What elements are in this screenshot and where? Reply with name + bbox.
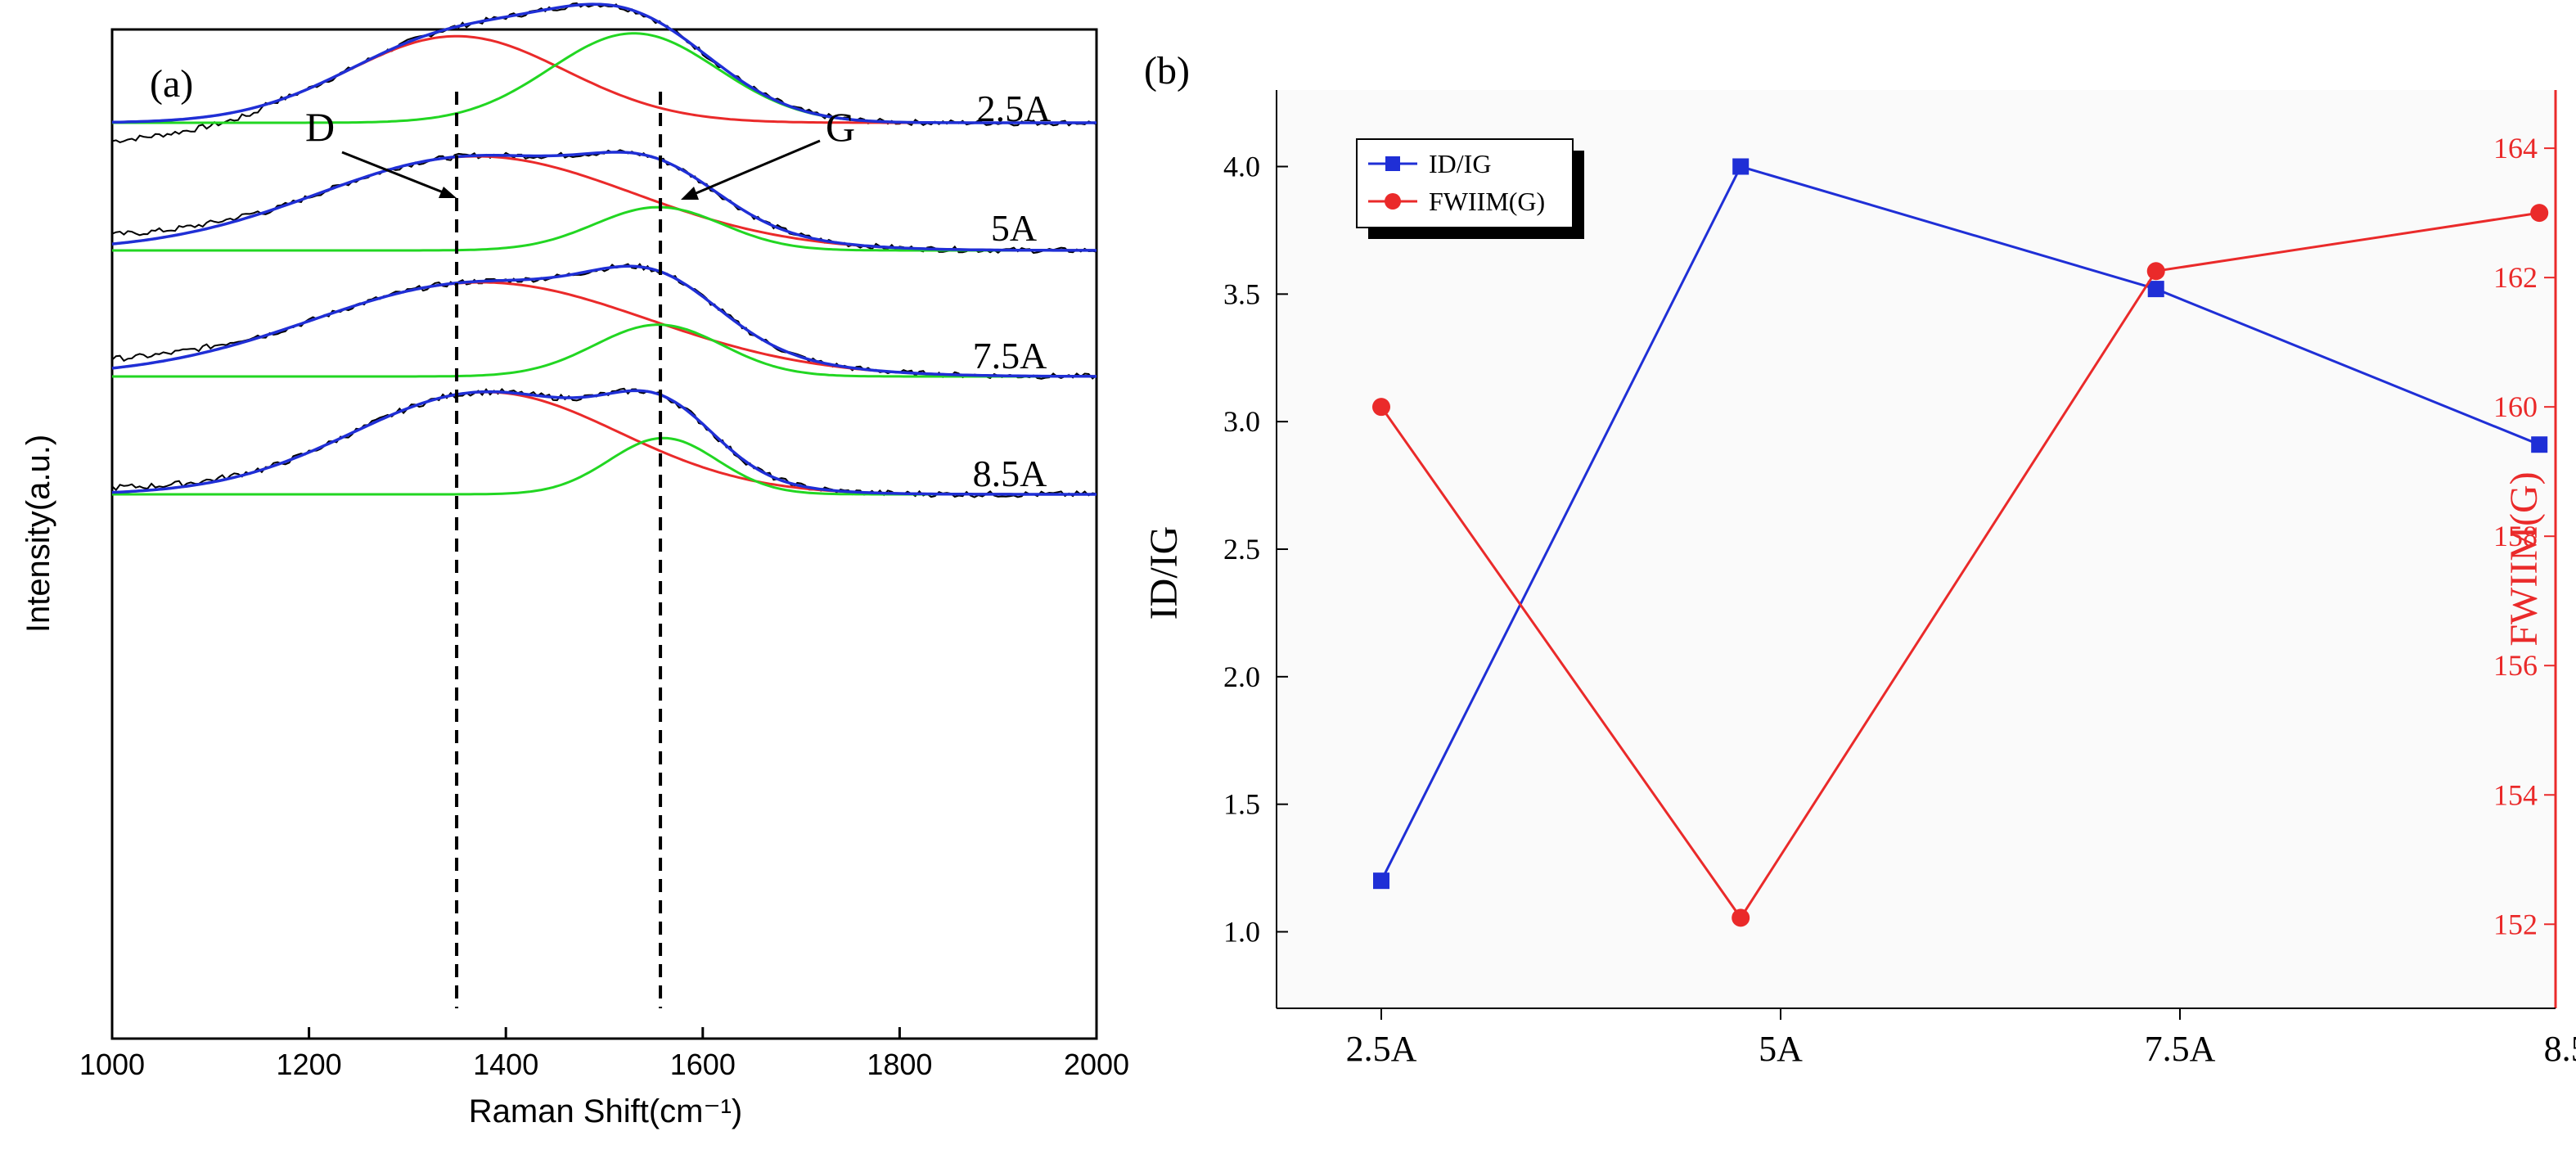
x-tick-label: 2.5A: [1346, 1029, 1417, 1069]
ratio-panel: 1.0 1.5 2.0 2.5 3.0 3.5 4.0 152 154 156 158 160 162 1…: [1142, 49, 2576, 1069]
raman-x-tick-label: 1200: [277, 1048, 342, 1081]
raman-x-ticks: 1000 1200 1400 1600 1800 2000: [79, 1027, 1129, 1081]
right-y-tick-label: 164: [2493, 132, 2538, 165]
raman-g-band-line: [112, 205, 1097, 252]
idig-series-line: [1380, 165, 2540, 881]
idig-data-point: [2147, 281, 2164, 298]
raman-plot-frame: [110, 28, 1098, 1040]
ratio-legend: ID/IG FWIIM(G): [1356, 138, 1584, 239]
fwiim-series-line: [1380, 211, 2540, 921]
left-y-axis-label: ID/IG: [1142, 526, 1186, 620]
fwiim-data-point: [1732, 908, 1750, 927]
raman-x-tick-label: 1800: [867, 1048, 932, 1081]
left-y-tick-label: 3.0: [1223, 405, 1260, 438]
left-y-tick-label: 3.5: [1223, 277, 1260, 310]
d-peak-arrow: [341, 151, 446, 195]
g-peak-label: G: [826, 104, 855, 150]
raman-x-tick-label: 1000: [79, 1048, 145, 1081]
ratio-panel-label: (b): [1144, 49, 1190, 92]
right-y-axis-label: FWIIM(G): [2502, 471, 2546, 646]
spectrum-label: 2.5A: [977, 88, 1052, 129]
raman-fit-line: [111, 2, 1097, 124]
raman-x-tick-label: 1400: [473, 1048, 538, 1081]
legend-marker-idig: [1385, 156, 1400, 171]
left-y-tick-label: 4.0: [1223, 151, 1260, 183]
spectrum-label: 8.5A: [973, 453, 1047, 494]
raman-y-axis-label: Intensity(a.u.): [20, 435, 56, 633]
left-y-tick-label: 2.0: [1223, 660, 1260, 693]
right-y-tick-label: 156: [2493, 649, 2538, 682]
ratio-axes-ticks: 1.0 1.5 2.0 2.5 3.0 3.5 4.0 152 154 156 158 160 162 1…: [1223, 132, 2576, 1069]
fwiim-data-point: [1372, 398, 1390, 417]
right-y-tick-label: 160: [2493, 390, 2538, 423]
d-peak-label: D: [305, 104, 335, 150]
idig-data-point: [1373, 872, 1389, 890]
raman-panel-label: (a): [150, 62, 193, 106]
legend-box: [1356, 138, 1574, 228]
spectrum-label: 5A: [991, 207, 1037, 249]
idig-data-point: [2531, 436, 2548, 453]
raman-fit-line: [111, 264, 1097, 378]
raman-x-tick-label: 1600: [670, 1048, 736, 1081]
legend-label-idig: ID/IG: [1429, 149, 1491, 178]
legend-label-fwiim: FWIIM(G): [1429, 187, 1545, 216]
left-y-tick-label: 1.5: [1223, 788, 1260, 821]
raman-experimental-line: [111, 387, 1097, 498]
legend-marker-fwiim: [1385, 193, 1401, 210]
raman-spectra-group: 2.5A 5A 7.5A 8.5A: [111, 2, 1097, 498]
raman-fit-line: [111, 389, 1097, 496]
fwiim-data-point: [2146, 262, 2165, 281]
raman-reference-lines: [455, 92, 663, 1008]
g-peak-arrow: [691, 139, 821, 196]
raman-g-band-line: [112, 323, 1097, 378]
right-y-tick-label: 154: [2493, 778, 2538, 811]
x-tick-label: 7.5A: [2145, 1029, 2216, 1069]
d-peak-arrowhead: [439, 187, 457, 198]
left-y-tick-label: 1.0: [1223, 916, 1260, 949]
x-tick-label: 8.5A: [2544, 1029, 2576, 1069]
x-tick-label: 5A: [1759, 1029, 1803, 1069]
fwiim-data-point: [2530, 204, 2549, 223]
right-y-tick-label: 152: [2493, 908, 2538, 940]
ratio-series-group: [1372, 158, 2549, 927]
g-peak-arrowhead: [681, 187, 699, 200]
spectrum-label: 7.5A: [973, 335, 1047, 376]
left-y-tick-label: 2.5: [1223, 533, 1260, 566]
raman-fit-line: [111, 151, 1097, 252]
raman-x-tick-label: 2000: [1064, 1048, 1129, 1081]
right-y-tick-label: 162: [2493, 261, 2538, 294]
right-y-tick-label: 158: [2493, 520, 2538, 552]
raman-x-axis-label: Raman Shift(cm⁻¹): [469, 1093, 743, 1129]
idig-data-point: [1732, 158, 1750, 175]
